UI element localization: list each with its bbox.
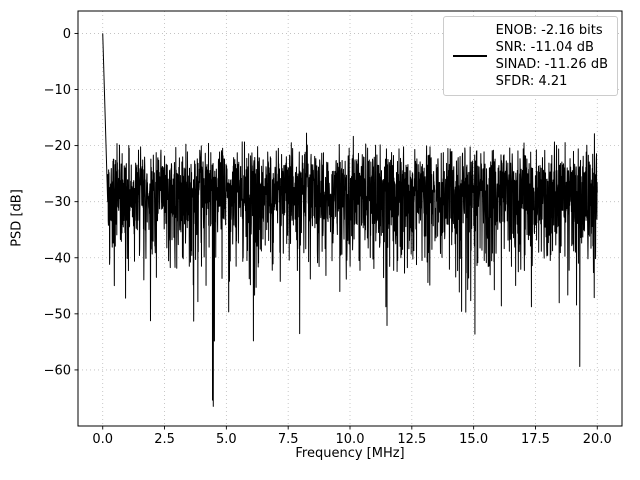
- x-tick-label: 10.0: [336, 432, 365, 447]
- x-tick-label: 7.5: [278, 432, 299, 447]
- legend-entry-text: ENOB: -2.16 bits SNR: -11.04 dB SINAD: -…: [496, 22, 608, 90]
- y-tick-label: −30: [44, 195, 71, 210]
- y-tick-label: −50: [44, 307, 71, 322]
- psd-line: [102, 33, 598, 407]
- y-tick-label: −40: [44, 251, 71, 266]
- legend-line-sample: [452, 55, 487, 57]
- y-tick-label: 0: [63, 27, 71, 42]
- y-tick-label: −10: [44, 83, 71, 98]
- psd-series-path: [102, 33, 598, 407]
- y-tick-label: −20: [44, 139, 71, 154]
- y-tick-label: −60: [44, 363, 71, 378]
- x-tick-label: 0.0: [92, 432, 113, 447]
- x-axis-label: Frequency [MHz]: [295, 446, 405, 461]
- x-tick-label: 17.5: [521, 432, 550, 447]
- x-tick-label: 5.0: [216, 432, 237, 447]
- y-axis-label: PSD [dB]: [9, 189, 25, 247]
- x-tick-label: 12.5: [397, 432, 426, 447]
- legend-stat-snr: SNR: -11.04 dB: [495, 40, 594, 55]
- legend-stat-sinad: SINAD: -11.26 dB: [495, 57, 608, 72]
- axis-ticks: 0.0 2.5 5.0 7.5 10.0 12.5 15.0 17.5 20.0 0 −10 −20 −…: [44, 27, 612, 447]
- legend: ENOB: -2.16 bits SNR: -11.04 dB SINAD: -…: [442, 16, 618, 96]
- x-tick-label: 15.0: [459, 432, 488, 447]
- x-tick-label: 2.5: [154, 432, 175, 447]
- legend-stat-enob: ENOB: -2.16 bits: [495, 23, 603, 38]
- legend-stat-sfdr: SFDR: 4.21: [495, 74, 568, 89]
- x-tick-label: 20.0: [583, 432, 612, 447]
